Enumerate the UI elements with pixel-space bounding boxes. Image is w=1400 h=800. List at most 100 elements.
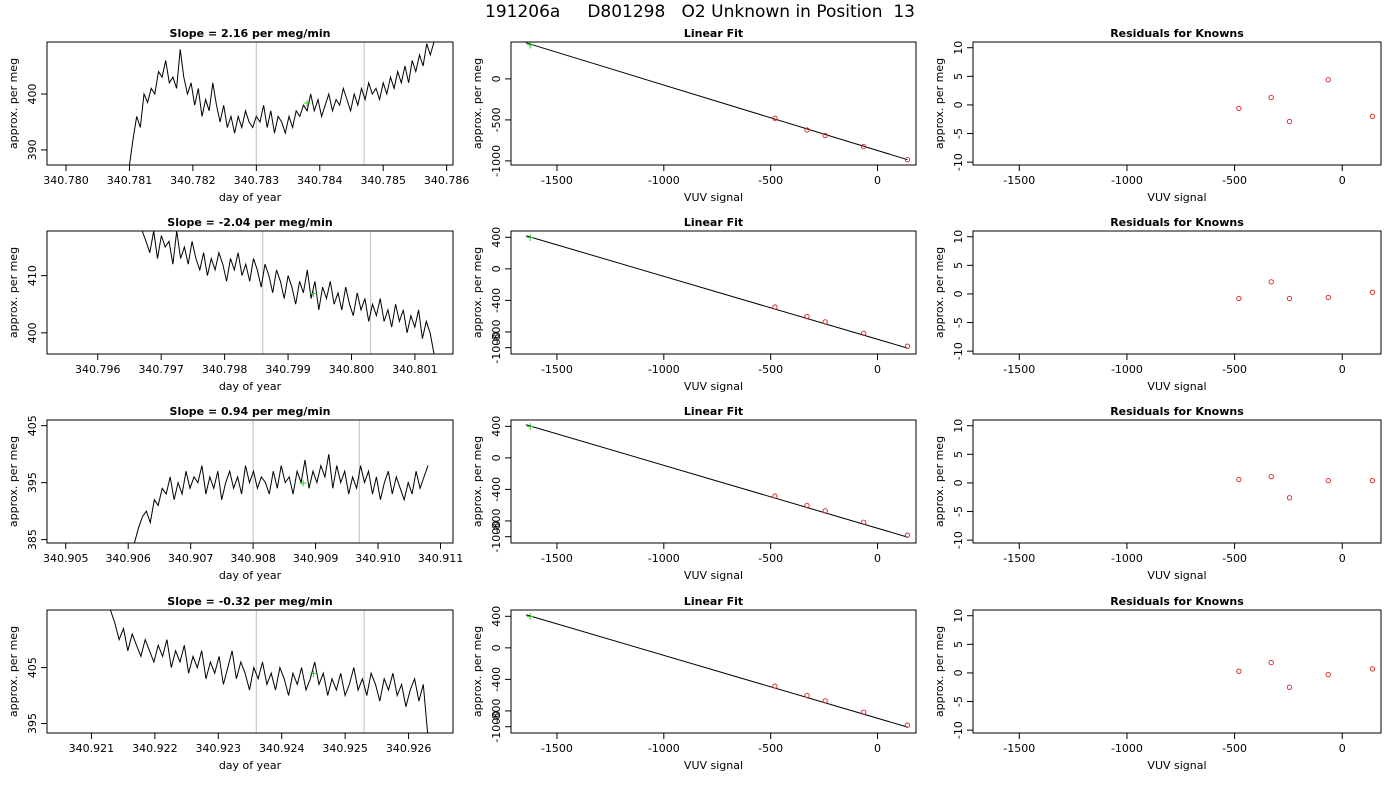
- known-point: [804, 313, 810, 320]
- x-axis-label: VUV signal: [684, 569, 743, 582]
- panel-frame: [510, 230, 917, 355]
- panel-title: Slope = 2.16 per meg/min: [170, 27, 331, 40]
- y-tick-label: -10: [952, 342, 965, 360]
- x-tick-label: -1500: [541, 552, 573, 565]
- y-axis-label: approx. per meg: [471, 626, 484, 717]
- y-tick-label: 385: [26, 529, 39, 550]
- known-point: [904, 343, 911, 349]
- y-tick-label: 0: [490, 265, 503, 272]
- y-tick-label: 405: [26, 415, 39, 436]
- y-tick-label: 390: [26, 139, 39, 160]
- plot-area: +: [526, 38, 911, 163]
- y-axis-label: approx. per meg: [7, 436, 20, 527]
- panel-title: Slope = -2.04 per meg/min: [167, 216, 332, 229]
- x-tick-label: -500: [758, 363, 783, 376]
- y-tick-label: 10: [952, 609, 965, 623]
- y-axis-label: approx. per meg: [933, 626, 946, 717]
- x-tick-label: -1000: [648, 363, 680, 376]
- y-tick-label: -800: [490, 319, 503, 344]
- data-trace-line: [109, 610, 429, 733]
- residual-point: [1268, 473, 1274, 480]
- plot-area: [1236, 659, 1376, 690]
- mean-marker-point: +: [309, 667, 318, 680]
- y-tick-label: 395: [26, 713, 39, 734]
- panel-r1c1: Linear Fit + -1500 -1000 -500 0 VUV signal -100…: [471, 216, 917, 393]
- panel-frame: [46, 230, 454, 355]
- y-tick-label: 0: [952, 290, 965, 297]
- fit-line: [525, 614, 908, 728]
- x-tick-label: -500: [758, 742, 783, 755]
- panel-r3c1: Linear Fit + -1500 -1000 -500 0 VUV signal -100…: [471, 595, 917, 772]
- y-tick-label: 0: [490, 454, 503, 461]
- x-tick-label: 340.799: [265, 363, 311, 376]
- panel-r3c2: Residuals for Knowns -1500 -1000 -500 0 VUV s…: [933, 595, 1382, 772]
- x-tick-label: 340.782: [170, 174, 216, 187]
- y-tick-label: 10: [952, 41, 965, 55]
- plot-area: +: [109, 610, 429, 733]
- x-tick-label: 0: [874, 363, 881, 376]
- x-tick-label: -500: [758, 552, 783, 565]
- x-axis-label: VUV signal: [1147, 759, 1206, 772]
- fit-line: [525, 235, 908, 349]
- panel-title: Residuals for Knowns: [1110, 216, 1244, 229]
- panel-title: Residuals for Knowns: [1110, 27, 1244, 40]
- plot-area: +: [129, 42, 435, 165]
- x-tick-label: 340.798: [202, 363, 248, 376]
- x-axis-label: day of year: [219, 759, 282, 772]
- x-axis-label: VUV signal: [684, 380, 743, 393]
- residual-point: [1286, 684, 1293, 690]
- x-tick-label: 340.921: [69, 742, 115, 755]
- y-tick-label: 5: [952, 73, 965, 80]
- fit-line: [525, 424, 908, 538]
- y-axis-label: approx. per meg: [933, 436, 946, 527]
- y-tick-label: -5: [952, 128, 965, 139]
- y-tick-label: 0: [952, 101, 965, 108]
- panel-r3c0: Slope = -0.32 per meg/min +340.921 340.922…: [7, 595, 454, 772]
- known-point: [772, 683, 778, 689]
- y-tick-label: -400: [490, 288, 503, 313]
- unknown-point: +: [526, 38, 535, 51]
- x-axis-label: VUV signal: [684, 191, 743, 204]
- x-tick-label: -1500: [1003, 742, 1035, 755]
- residual-point: [1268, 279, 1274, 285]
- residual-point: [1286, 495, 1293, 501]
- panel-r2c2: Residuals for Knowns -1500 -1000 -500 0 VUV s…: [933, 405, 1382, 582]
- x-tick-label: 0: [1339, 552, 1346, 565]
- panel-frame: [972, 419, 1382, 544]
- x-tick-label: 340.785: [360, 174, 406, 187]
- y-tick-label: -1000: [490, 711, 503, 743]
- x-tick-label: -500: [1222, 174, 1247, 187]
- y-tick-label: 405: [26, 657, 39, 678]
- y-tick-label: -5: [952, 506, 965, 517]
- x-axis-label: day of year: [219, 569, 282, 582]
- panel-title: Linear Fit: [684, 405, 743, 418]
- y-tick-label: -500: [490, 107, 503, 132]
- y-axis-label: approx. per meg: [7, 626, 20, 717]
- y-axis-label: approx. per meg: [7, 58, 20, 149]
- x-tick-label: 340.800: [329, 363, 375, 376]
- data-trace-line: [129, 42, 435, 165]
- x-tick-label: 340.922: [132, 742, 178, 755]
- panel-title: Slope = 0.94 per meg/min: [170, 405, 331, 418]
- mean-marker-point: +: [298, 477, 307, 490]
- y-tick-label: -10: [952, 531, 965, 549]
- y-tick-label: -400: [490, 667, 503, 692]
- x-axis-label: VUV signal: [684, 759, 743, 772]
- residual-point: [1268, 94, 1274, 101]
- plot-area: +: [525, 231, 911, 349]
- x-tick-label: 340.796: [75, 363, 121, 376]
- x-tick-label: 340.905: [43, 552, 89, 565]
- plot-area: [1236, 77, 1376, 125]
- mean-marker-point: +: [302, 96, 311, 109]
- panel-title: Residuals for Knowns: [1110, 595, 1244, 608]
- known-point: [904, 722, 911, 728]
- x-tick-label: 340.906: [105, 552, 151, 565]
- x-tick-label: -1500: [1003, 363, 1035, 376]
- panel-r2c1: Linear Fit + -1500 -1000 -500 0 VUV signal -100…: [471, 405, 917, 582]
- x-tick-label: 340.907: [168, 552, 214, 565]
- unknown-point: +: [526, 420, 535, 433]
- y-tick-label: 0: [952, 479, 965, 486]
- y-tick-label: -5: [952, 317, 965, 328]
- known-point: [804, 692, 810, 699]
- residual-point: [1325, 671, 1331, 678]
